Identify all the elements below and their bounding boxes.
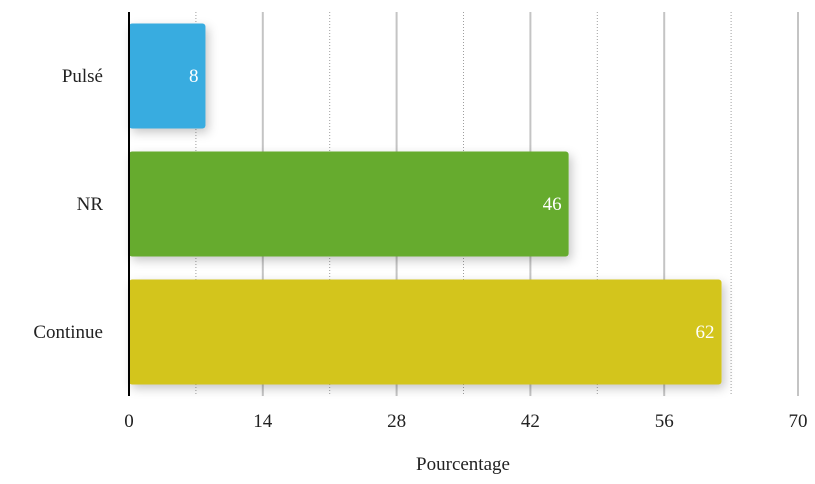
x-tick-label: 70 bbox=[789, 411, 808, 432]
labels: 0 14 28 42 56 70 Pulsé 8 NR 46 Continue 62 bbox=[33, 66, 807, 432]
y-category-label: NR bbox=[77, 194, 104, 215]
x-tick-label: 56 bbox=[655, 411, 674, 432]
x-tick-label: 28 bbox=[387, 411, 406, 432]
x-tick-label: 42 bbox=[521, 411, 540, 432]
y-category-label: Pulsé bbox=[62, 66, 103, 87]
bar bbox=[129, 279, 722, 385]
x-tick-label: 14 bbox=[253, 411, 273, 432]
bar-value-label: 46 bbox=[543, 194, 562, 215]
bar bbox=[129, 23, 206, 129]
y-category-label: Continue bbox=[33, 322, 103, 343]
bar-value-label: 62 bbox=[696, 322, 715, 343]
x-axis-title: Pourcentage bbox=[416, 454, 510, 475]
x-tick-label: 0 bbox=[124, 411, 134, 432]
bar-value-label: 8 bbox=[189, 66, 199, 87]
bar bbox=[129, 151, 569, 257]
bars bbox=[129, 23, 722, 385]
